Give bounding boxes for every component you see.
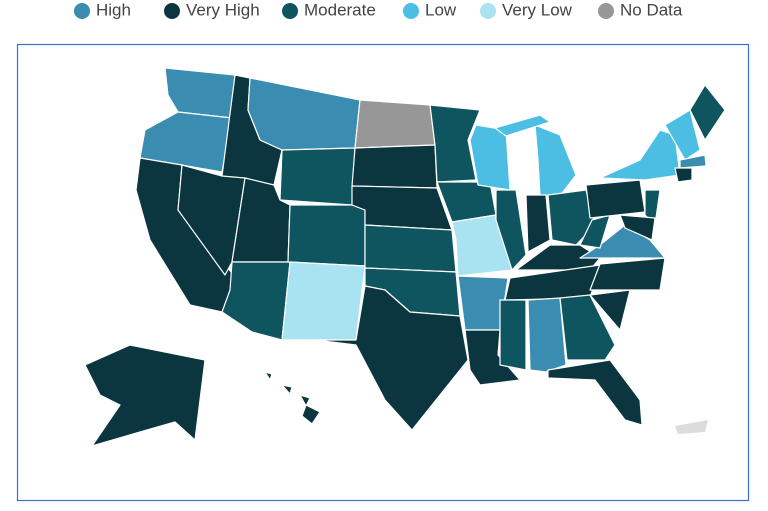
- state: [299, 394, 311, 407]
- legend-swatch: [598, 3, 614, 19]
- state: [351, 185, 453, 231]
- state: [644, 189, 661, 226]
- legend-label: Very Low: [502, 0, 573, 19]
- state: [451, 214, 513, 277]
- legend-label: High: [96, 0, 131, 19]
- legend-swatch: [403, 3, 419, 19]
- state: [279, 147, 356, 206]
- legend-label: No Data: [620, 0, 683, 19]
- state: [314, 285, 469, 431]
- state: [429, 104, 481, 183]
- state: [585, 179, 646, 219]
- state: [351, 144, 438, 189]
- state: [287, 204, 366, 267]
- legend: High Very High Moderate Low Very Low No Data: [74, 0, 683, 19]
- state: [525, 194, 551, 253]
- state: [547, 359, 643, 426]
- state: [527, 297, 567, 373]
- state: [619, 214, 656, 241]
- state: [495, 189, 527, 271]
- state: [559, 294, 616, 361]
- legend-swatch: [74, 3, 90, 19]
- state: [84, 344, 229, 471]
- state: [664, 109, 701, 161]
- state: [301, 404, 321, 425]
- state: [679, 154, 707, 169]
- state: [281, 261, 366, 341]
- state: [281, 384, 293, 395]
- territory: [675, 420, 708, 434]
- legend-label: Low: [425, 0, 457, 19]
- state: [354, 99, 436, 149]
- state: [674, 167, 693, 183]
- us-map: [84, 67, 726, 471]
- state: [589, 289, 631, 331]
- legend-label: Very High: [186, 0, 260, 19]
- state: [499, 299, 527, 371]
- legend-swatch: [480, 3, 496, 19]
- legend-swatch: [164, 3, 180, 19]
- state: [364, 224, 457, 273]
- state: [689, 84, 726, 141]
- state: [264, 371, 273, 381]
- legend-label: Moderate: [304, 0, 376, 19]
- state: [589, 257, 666, 291]
- state: [494, 114, 551, 137]
- legend-swatch: [282, 3, 298, 19]
